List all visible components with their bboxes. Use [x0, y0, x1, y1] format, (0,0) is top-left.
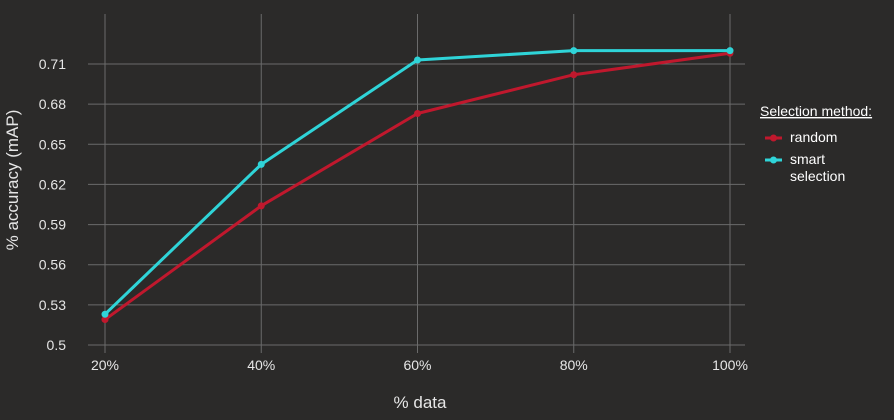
x-tick-label: 40%	[247, 357, 275, 373]
y-axis-ticks: 0.5 0.53 0.56 0.59 0.62 0.65 0.68 0.71	[39, 56, 66, 353]
data-point	[414, 56, 421, 64]
y-tick-label: 0.62	[39, 176, 66, 192]
y-tick-label: 0.5	[47, 337, 67, 353]
x-axis-title: % data	[394, 393, 447, 412]
legend-swatch-marker	[770, 134, 777, 142]
y-tick-label: 0.56	[39, 257, 66, 273]
x-tick-label: 60%	[403, 357, 431, 373]
data-point	[726, 47, 734, 55]
data-point	[101, 310, 109, 318]
x-tick-label: 20%	[91, 357, 119, 373]
y-tick-label: 0.53	[39, 297, 66, 313]
x-tick-label: 80%	[560, 357, 588, 373]
legend-label: smart selection	[790, 151, 845, 184]
data-point	[257, 202, 265, 210]
data-point	[101, 316, 109, 324]
data-point	[257, 160, 265, 168]
legend-label: random	[790, 129, 837, 145]
y-tick-label: 0.59	[39, 217, 66, 233]
x-axis-ticks: 20% 40% 60% 80% 100%	[91, 357, 748, 373]
data-point	[414, 110, 421, 118]
y-tick-label: 0.65	[39, 136, 66, 152]
legend-title: Selection method:	[760, 103, 872, 119]
series-lines	[101, 47, 734, 324]
data-point	[570, 47, 578, 55]
grid	[88, 14, 745, 353]
y-axis-title: % accuracy (mAP)	[3, 110, 22, 251]
x-tick-label: 100%	[712, 357, 748, 373]
y-tick-label: 0.71	[39, 56, 66, 72]
legend: Selection method: random smart selection	[760, 103, 872, 184]
legend-swatch-marker	[770, 156, 777, 164]
data-point	[570, 71, 578, 79]
y-tick-label: 0.68	[39, 96, 66, 112]
